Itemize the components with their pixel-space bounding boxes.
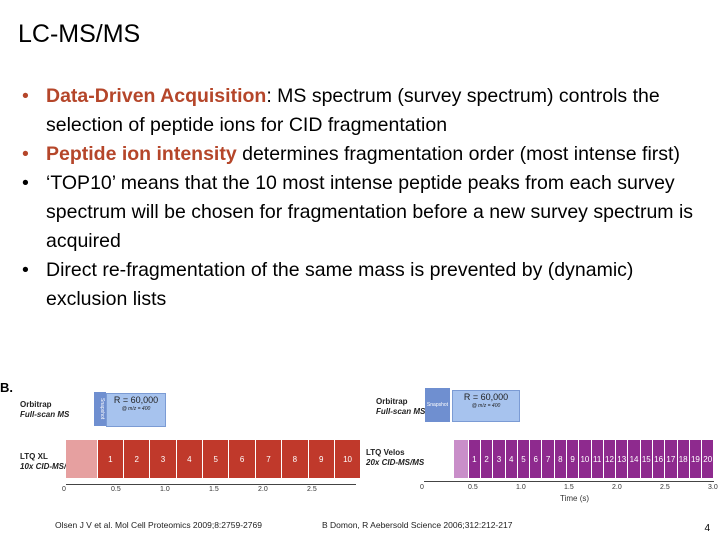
left-snapshot-block: Snapshot [94, 392, 106, 426]
segment-14: 14 [628, 440, 641, 478]
bullet-text: determines fragmentation order (most int… [236, 143, 680, 165]
segment-5: 5 [203, 440, 230, 478]
panel-letter: B. [0, 380, 13, 395]
segment-lead [454, 440, 469, 478]
segment-11: 11 [591, 440, 604, 478]
right-axis-line [424, 481, 714, 482]
axis-tick-label: 1.0 [160, 486, 170, 493]
axis-tick-label: 1.5 [564, 484, 574, 491]
left-segment-row: 1 2 3 4 5 6 7 8 9 10 [66, 440, 362, 478]
slide-title: LC-MS/MS [18, 20, 141, 48]
bullet-item: • Peptide ion intensity determines fragme… [18, 140, 713, 169]
axis-tick-label: 2.5 [660, 484, 670, 491]
segment-8: 8 [282, 440, 309, 478]
axis-tick-label: 2.5 [307, 486, 317, 493]
axis-tick-label: 2.0 [612, 484, 622, 491]
bullet-highlight: Data-Driven Acquisition [46, 85, 267, 107]
segment-7: 7 [542, 440, 555, 478]
segment-6: 6 [530, 440, 543, 478]
bullet-text: Direct re-fragmentation of the same mass… [46, 259, 634, 310]
bullet-list: • Data-Driven Acquisition: MS spectrum (s… [18, 82, 713, 314]
bullet-dot: • [22, 85, 29, 107]
segment-6: 6 [229, 440, 256, 478]
segment-3: 3 [150, 440, 177, 478]
segment-2: 2 [123, 440, 151, 478]
segment-8: 8 [554, 440, 567, 478]
bullet-text: : MS spectrum (survey spectrum) controls… [46, 85, 660, 136]
right-citation: B Domon, R Aebersold Science 2006;312:21… [322, 520, 513, 530]
axis-tick-label: 3.0 [708, 484, 718, 491]
bullet-dot: • [22, 143, 29, 165]
left-ltq-label: LTQ XL 10x CID-MS/MS [20, 452, 79, 471]
right-segment-row: 1 2 3 4 5 6 7 8 9 10 11 12 13 14 15 16 17 18 19 20 [454, 440, 715, 478]
right-snapshot-block: Snapshot [425, 388, 450, 422]
axis-tick-label: 0 [420, 484, 424, 491]
axis-tick-label: 0 [62, 486, 66, 493]
segment-17: 17 [665, 440, 678, 478]
segment-4: 4 [176, 440, 204, 478]
bullet-item: • ‘TOP10’ means that the 10 most intense … [18, 169, 713, 256]
segment-lead [66, 440, 98, 478]
segment-20: 20 [702, 440, 715, 478]
right-resolution-box: R = 60,000 @ m/z = 400 [452, 390, 520, 422]
left-resolution-box: R = 60,000 @ m/z = 400 [106, 393, 166, 427]
bullet-item: • Direct re-fragmentation of the same mas… [18, 256, 713, 314]
bullet-dot: • [22, 259, 29, 281]
segment-3: 3 [493, 440, 506, 478]
page-number: 4 [704, 523, 710, 534]
axis-tick-label: 2.0 [258, 486, 268, 493]
segment-12: 12 [603, 440, 617, 478]
segment-5: 5 [517, 440, 531, 478]
segment-10: 10 [334, 440, 362, 478]
left-axis-line [66, 484, 356, 485]
left-orbitrap-label: Orbitrap Full-scan MS [20, 400, 70, 419]
right-axis-label: Time (s) [560, 494, 590, 503]
segment-9: 9 [566, 440, 580, 478]
segment-13: 13 [616, 440, 629, 478]
segment-16: 16 [652, 440, 666, 478]
segment-1: 1 [468, 440, 482, 478]
axis-tick-label: 1.0 [516, 484, 526, 491]
segment-19: 19 [689, 440, 703, 478]
axis-tick-label: 0.5 [111, 486, 121, 493]
segment-7: 7 [255, 440, 283, 478]
right-ltq-label: LTQ Velos 20x CID-MS/MS [366, 448, 425, 467]
bullet-text: ‘TOP10’ means that the 10 most intense p… [46, 172, 694, 252]
segment-9: 9 [308, 440, 335, 478]
segment-2: 2 [481, 440, 494, 478]
left-citation: Olsen J V et al. Mol Cell Proteomics 200… [55, 520, 262, 530]
segment-15: 15 [640, 440, 653, 478]
segment-1: 1 [97, 440, 124, 478]
segment-18: 18 [677, 440, 690, 478]
axis-tick-label: 1.5 [209, 486, 219, 493]
right-orbitrap-label: Orbitrap Full-scan MS [376, 397, 426, 416]
segment-4: 4 [505, 440, 518, 478]
bullet-dot: • [22, 172, 29, 194]
bullet-item: • Data-Driven Acquisition: MS spectrum (s… [18, 82, 713, 140]
axis-tick-label: 0.5 [468, 484, 478, 491]
segment-10: 10 [579, 440, 592, 478]
bullet-highlight: Peptide ion intensity [46, 143, 237, 165]
